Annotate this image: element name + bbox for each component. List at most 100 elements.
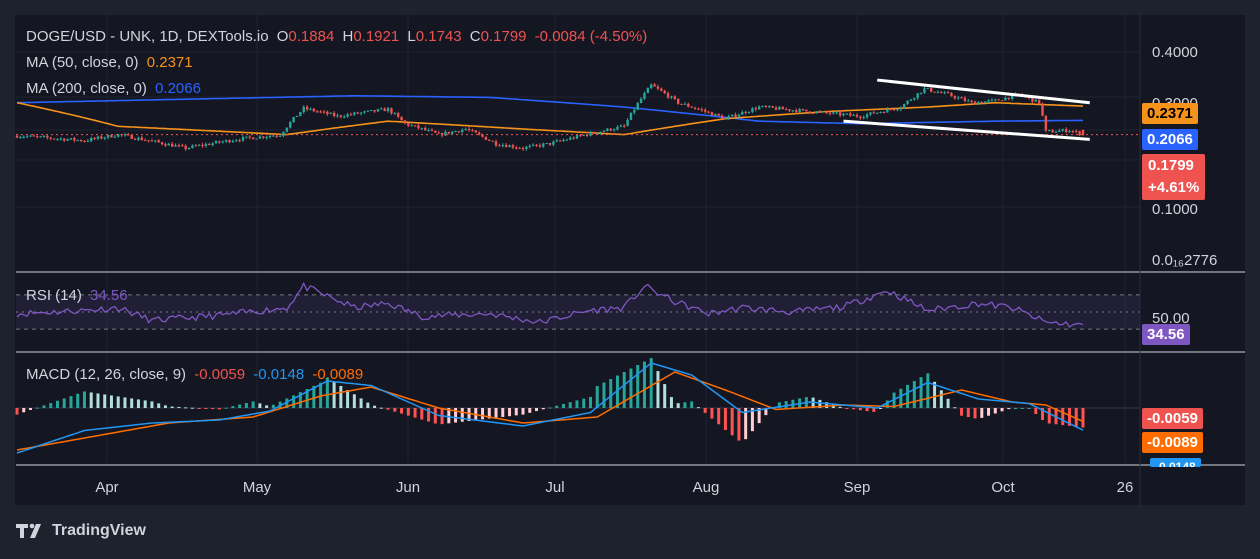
candle-body (211, 143, 214, 146)
candle (197, 144, 201, 147)
candle-body (956, 97, 960, 99)
macd-hist-bar (879, 408, 883, 409)
candle (700, 107, 704, 112)
candle (407, 122, 410, 127)
candle (835, 110, 838, 115)
macd-hist-bar (615, 375, 619, 408)
candle-body (1064, 129, 1068, 133)
candle (680, 103, 683, 106)
candle-body (592, 132, 596, 134)
macd-hist-bar (177, 406, 181, 408)
macd-hist-bar (467, 408, 471, 421)
candle (987, 99, 990, 104)
candle-body (788, 109, 791, 111)
time-tick-label: Apr (95, 479, 118, 496)
candle (909, 98, 913, 102)
macd-hist-bar (602, 382, 606, 408)
rsi-legend[interactable]: RSI (14) 34.56 (26, 287, 132, 304)
macd-hist-bar (251, 401, 255, 408)
candle (150, 138, 154, 142)
macd-hist-bar (460, 408, 464, 422)
macd-hist-bar (750, 408, 754, 432)
candle-body (353, 112, 356, 115)
candle (977, 101, 980, 105)
candle-body (430, 129, 434, 131)
macd-hist-bar (521, 408, 525, 415)
candle (670, 95, 673, 100)
macd-hist-bar (609, 379, 613, 408)
candle-body (363, 111, 366, 113)
macd-hist-bar (103, 394, 107, 408)
candle (477, 131, 481, 136)
candle (535, 144, 538, 147)
candle (235, 138, 238, 142)
candle (272, 134, 275, 137)
macd-hist-bar (838, 406, 842, 408)
macd-hist-bar (953, 407, 957, 409)
candle (940, 90, 943, 94)
candle (245, 136, 248, 139)
candle (191, 144, 194, 149)
candle-body (268, 135, 272, 137)
candle (312, 107, 316, 113)
candle (262, 135, 265, 140)
macd-hist-bar (987, 408, 991, 416)
candle (76, 139, 79, 142)
candle (59, 137, 63, 141)
candle (636, 101, 639, 111)
candle (1031, 97, 1034, 104)
candle-body (791, 110, 795, 112)
candle-body (636, 102, 639, 110)
candle-body (720, 115, 724, 119)
candle-body (113, 136, 117, 138)
macd-hist-bar (568, 402, 572, 408)
candle-body (427, 129, 430, 131)
candle-body (508, 145, 511, 148)
candle (889, 107, 892, 111)
candle (791, 109, 795, 113)
candle (822, 111, 825, 113)
macd-hist-bar (744, 408, 748, 440)
macd-legend-signal: -0.0089 (312, 366, 364, 383)
candle (359, 112, 363, 116)
candle-body (1081, 129, 1085, 135)
candle-body (407, 123, 410, 126)
candle-body (849, 113, 852, 116)
macd-hist-bar (683, 402, 687, 408)
candle (457, 130, 461, 134)
macd-legend[interactable]: MACD (12, 26, close, 9) -0.0059 -0.0148 … (26, 366, 367, 383)
candle (434, 130, 437, 133)
candle (1044, 115, 1048, 133)
ma200-legend[interactable]: MA (200, close, 0) 0.2066 (26, 80, 205, 97)
candle-body (1004, 97, 1007, 101)
candle-body (167, 143, 171, 146)
candle-body (1058, 130, 1061, 132)
candle (919, 92, 923, 95)
candle-body (616, 126, 619, 130)
candle (643, 91, 646, 100)
candle-body (919, 92, 923, 94)
symbol-title[interactable]: DOGE/USD - UNK, 1D, DEXTools.io (26, 28, 269, 45)
candle (946, 90, 950, 94)
candle (933, 91, 936, 93)
candle-body (160, 142, 164, 145)
high-value: 0.1921 (353, 28, 400, 45)
tradingview-logo[interactable]: TradingView (16, 522, 146, 540)
candle-body (25, 136, 29, 138)
macd-hist-bar (244, 402, 248, 408)
candle (653, 83, 656, 87)
ma50-legend[interactable]: MA (50, close, 0) 0.2371 (26, 54, 197, 71)
candle-body (582, 134, 585, 136)
candle-body (181, 145, 184, 147)
time-tick-label: May (243, 479, 272, 496)
macd-hist-bar (1007, 408, 1011, 410)
candle (562, 138, 565, 142)
candle (123, 132, 127, 137)
candle-body (663, 90, 666, 94)
candle (781, 105, 784, 110)
candle-body (943, 92, 946, 94)
candle (697, 107, 700, 111)
candle (1034, 99, 1037, 102)
candle (569, 136, 572, 141)
candle-body (194, 145, 197, 147)
